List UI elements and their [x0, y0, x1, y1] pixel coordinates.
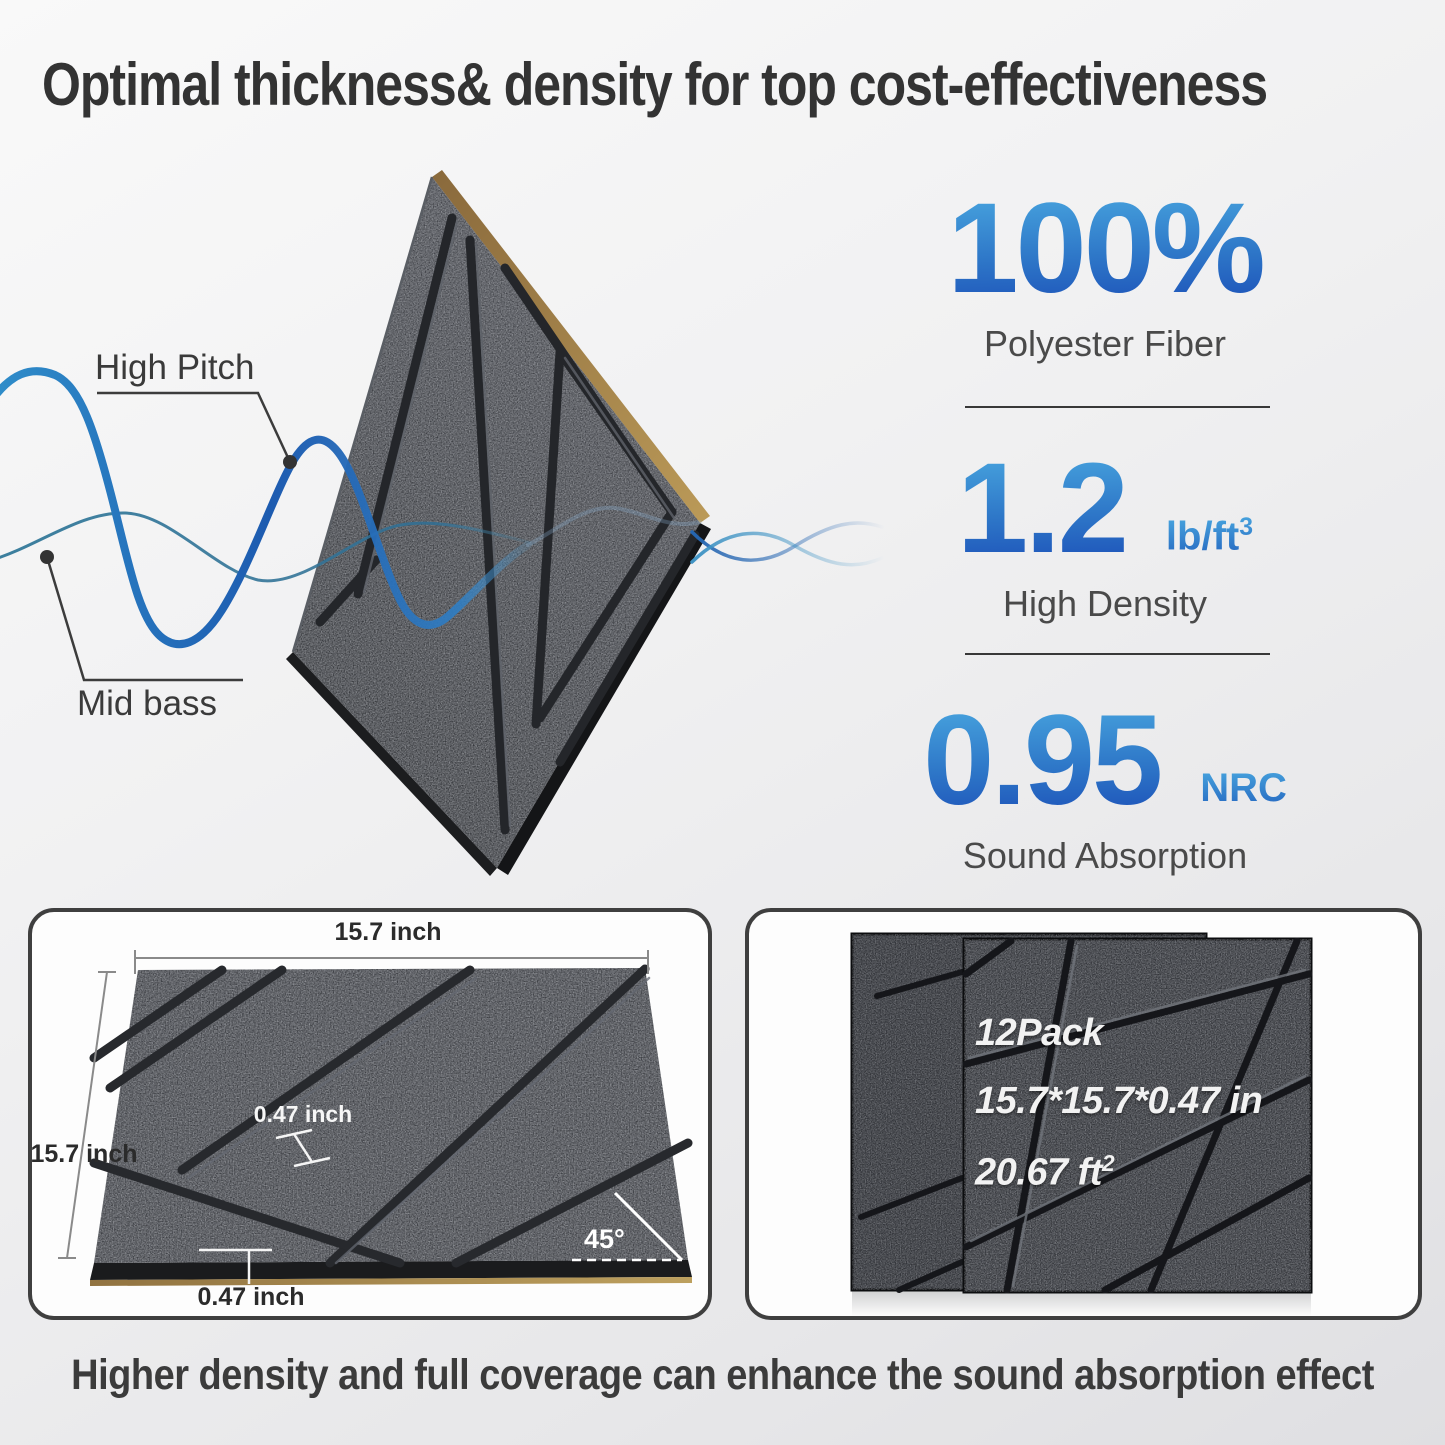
spec-groove-depth-label: 0.47 inch: [253, 1101, 353, 1127]
spec-side-height-label: 15.7 inch: [30, 1140, 138, 1168]
mid-bass-point: [40, 550, 54, 564]
stat-density: 1.2 lb/ft3 High Density: [905, 445, 1305, 625]
dimensions-spec-box: [28, 908, 712, 1320]
spec-top-width-label: 15.7 inch: [334, 918, 442, 946]
wave-through-panel: [526, 505, 702, 547]
mid-bass-wave: [0, 511, 542, 583]
stat-nrc-label: Sound Absorption: [962, 835, 1248, 876]
stat-density-value: 1.2: [956, 437, 1129, 580]
stat-nrc: 0.95 NRC Sound Absorption: [905, 697, 1305, 877]
pack-dimensions-label: 15.7*15.7*0.47 in: [975, 1080, 1263, 1122]
stat-divider-2: [965, 653, 1270, 655]
high-pitch-label: High Pitch: [95, 348, 255, 387]
stat-divider-1: [965, 406, 1270, 408]
mid-bass-label: Mid bass: [77, 684, 218, 723]
pack-count-label: 12Pack: [975, 1012, 1104, 1054]
spec-panel-drawing: [58, 950, 693, 1286]
pack-info-box: [745, 908, 1422, 1320]
stat-polyester: 100% Polyester Fiber: [905, 185, 1305, 365]
spec-bevel-angle-label: 45°: [584, 1224, 625, 1254]
stat-density-label: High Density: [1002, 583, 1208, 624]
pack-panels-drawing: [850, 932, 1313, 1316]
spec-thickness-label: 0.47 inch: [197, 1283, 305, 1311]
high-pitch-point: [283, 455, 297, 469]
stat-polyester-label: Polyester Fiber: [983, 323, 1227, 364]
page-title: Optimal thickness& density for top cost-…: [42, 51, 1268, 119]
stat-polyester-value: 100%: [947, 177, 1265, 320]
stat-nrc-unit: NRC: [1200, 766, 1287, 825]
pack-coverage-label: 20.67 ft2: [975, 1150, 1115, 1194]
exit-wave-2: [690, 531, 884, 567]
footer-tagline: Higher density and full coverage can enh…: [71, 1352, 1374, 1400]
stat-nrc-value: 0.95: [923, 689, 1163, 832]
high-pitch-wave: [0, 367, 532, 649]
stat-density-unit: lb/ft3: [1166, 514, 1253, 573]
